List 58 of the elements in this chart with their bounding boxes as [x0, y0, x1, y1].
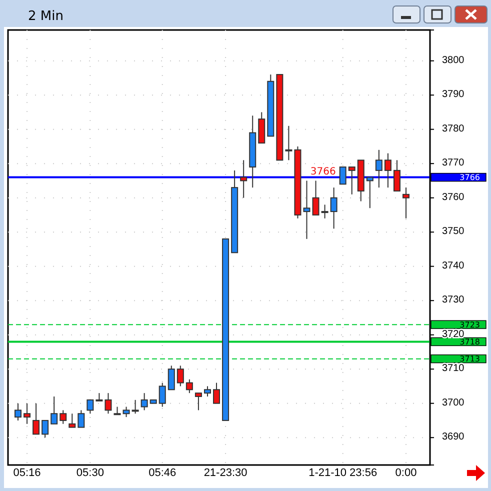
- ref-line-label: 3713: [460, 354, 480, 364]
- candlestick: [122, 406, 130, 418]
- ref-line-label: 3723: [460, 320, 480, 330]
- y-tick-label: 3690: [442, 432, 465, 443]
- y-tick-label: 3740: [442, 260, 465, 272]
- candlestick: [402, 187, 410, 219]
- candlestick: [86, 399, 94, 414]
- candlestick: [68, 413, 76, 428]
- x-tick-label: 1-21-10 23:56: [308, 467, 378, 479]
- candlestick: [384, 152, 392, 188]
- candlestick: [140, 392, 148, 411]
- x-tick-label: 05:30: [76, 467, 104, 479]
- candlestick: [213, 382, 220, 404]
- candlestick: [366, 176, 374, 209]
- candlestick: [186, 378, 193, 394]
- candlestick: [240, 160, 248, 198]
- x-tick-label: 21-23:30: [204, 467, 248, 479]
- candlestick: [258, 112, 266, 144]
- candlestick: [42, 420, 49, 438]
- y-tick-label: 3770: [442, 158, 465, 169]
- ref-line-label: 3718: [460, 337, 480, 346]
- annotation: 3766: [310, 166, 336, 178]
- x-tick-label: 05:16: [13, 467, 41, 479]
- y-tick-label: 3760: [442, 192, 465, 203]
- y-tick-label: 3730: [442, 294, 465, 306]
- y-tick-label: 3780: [442, 123, 465, 134]
- candlestick: [158, 382, 166, 408]
- candlestick: [50, 396, 58, 424]
- candlestick: [393, 160, 400, 192]
- candlestick: [285, 125, 292, 161]
- candlestick: [60, 410, 67, 424]
- candlestick: [176, 365, 184, 387]
- y-tick-label: 3800: [442, 54, 465, 66]
- x-tick-label: 05:46: [148, 467, 176, 479]
- candlestick: [32, 402, 40, 435]
- candlestick: [132, 399, 139, 414]
- candlestick: [330, 187, 338, 230]
- candlestick: [104, 392, 112, 414]
- candlestick: [204, 386, 211, 397]
- y-tick-label: 3790: [442, 89, 465, 100]
- candlestick: [303, 180, 310, 240]
- candlestick: [375, 149, 382, 188]
- chart-title: 2 Min: [28, 9, 64, 24]
- candlestick: [96, 392, 103, 402]
- y-tick-label: 3710: [442, 363, 465, 374]
- x-tick-label: 0:00: [395, 467, 417, 479]
- candlestick: [78, 410, 85, 428]
- candlestick: [24, 402, 31, 424]
- y-tick-label: 3750: [442, 226, 465, 238]
- candlestick: [321, 204, 328, 219]
- candlestick: [348, 166, 356, 195]
- candlestick: [194, 392, 202, 411]
- y-tick-label: 3700: [442, 397, 465, 408]
- candlestick: [14, 402, 22, 421]
- candlestick: [168, 365, 175, 390]
- ref-line-label: 3766: [460, 173, 480, 182]
- candlestick: [312, 180, 320, 216]
- candlestick: [339, 166, 346, 185]
